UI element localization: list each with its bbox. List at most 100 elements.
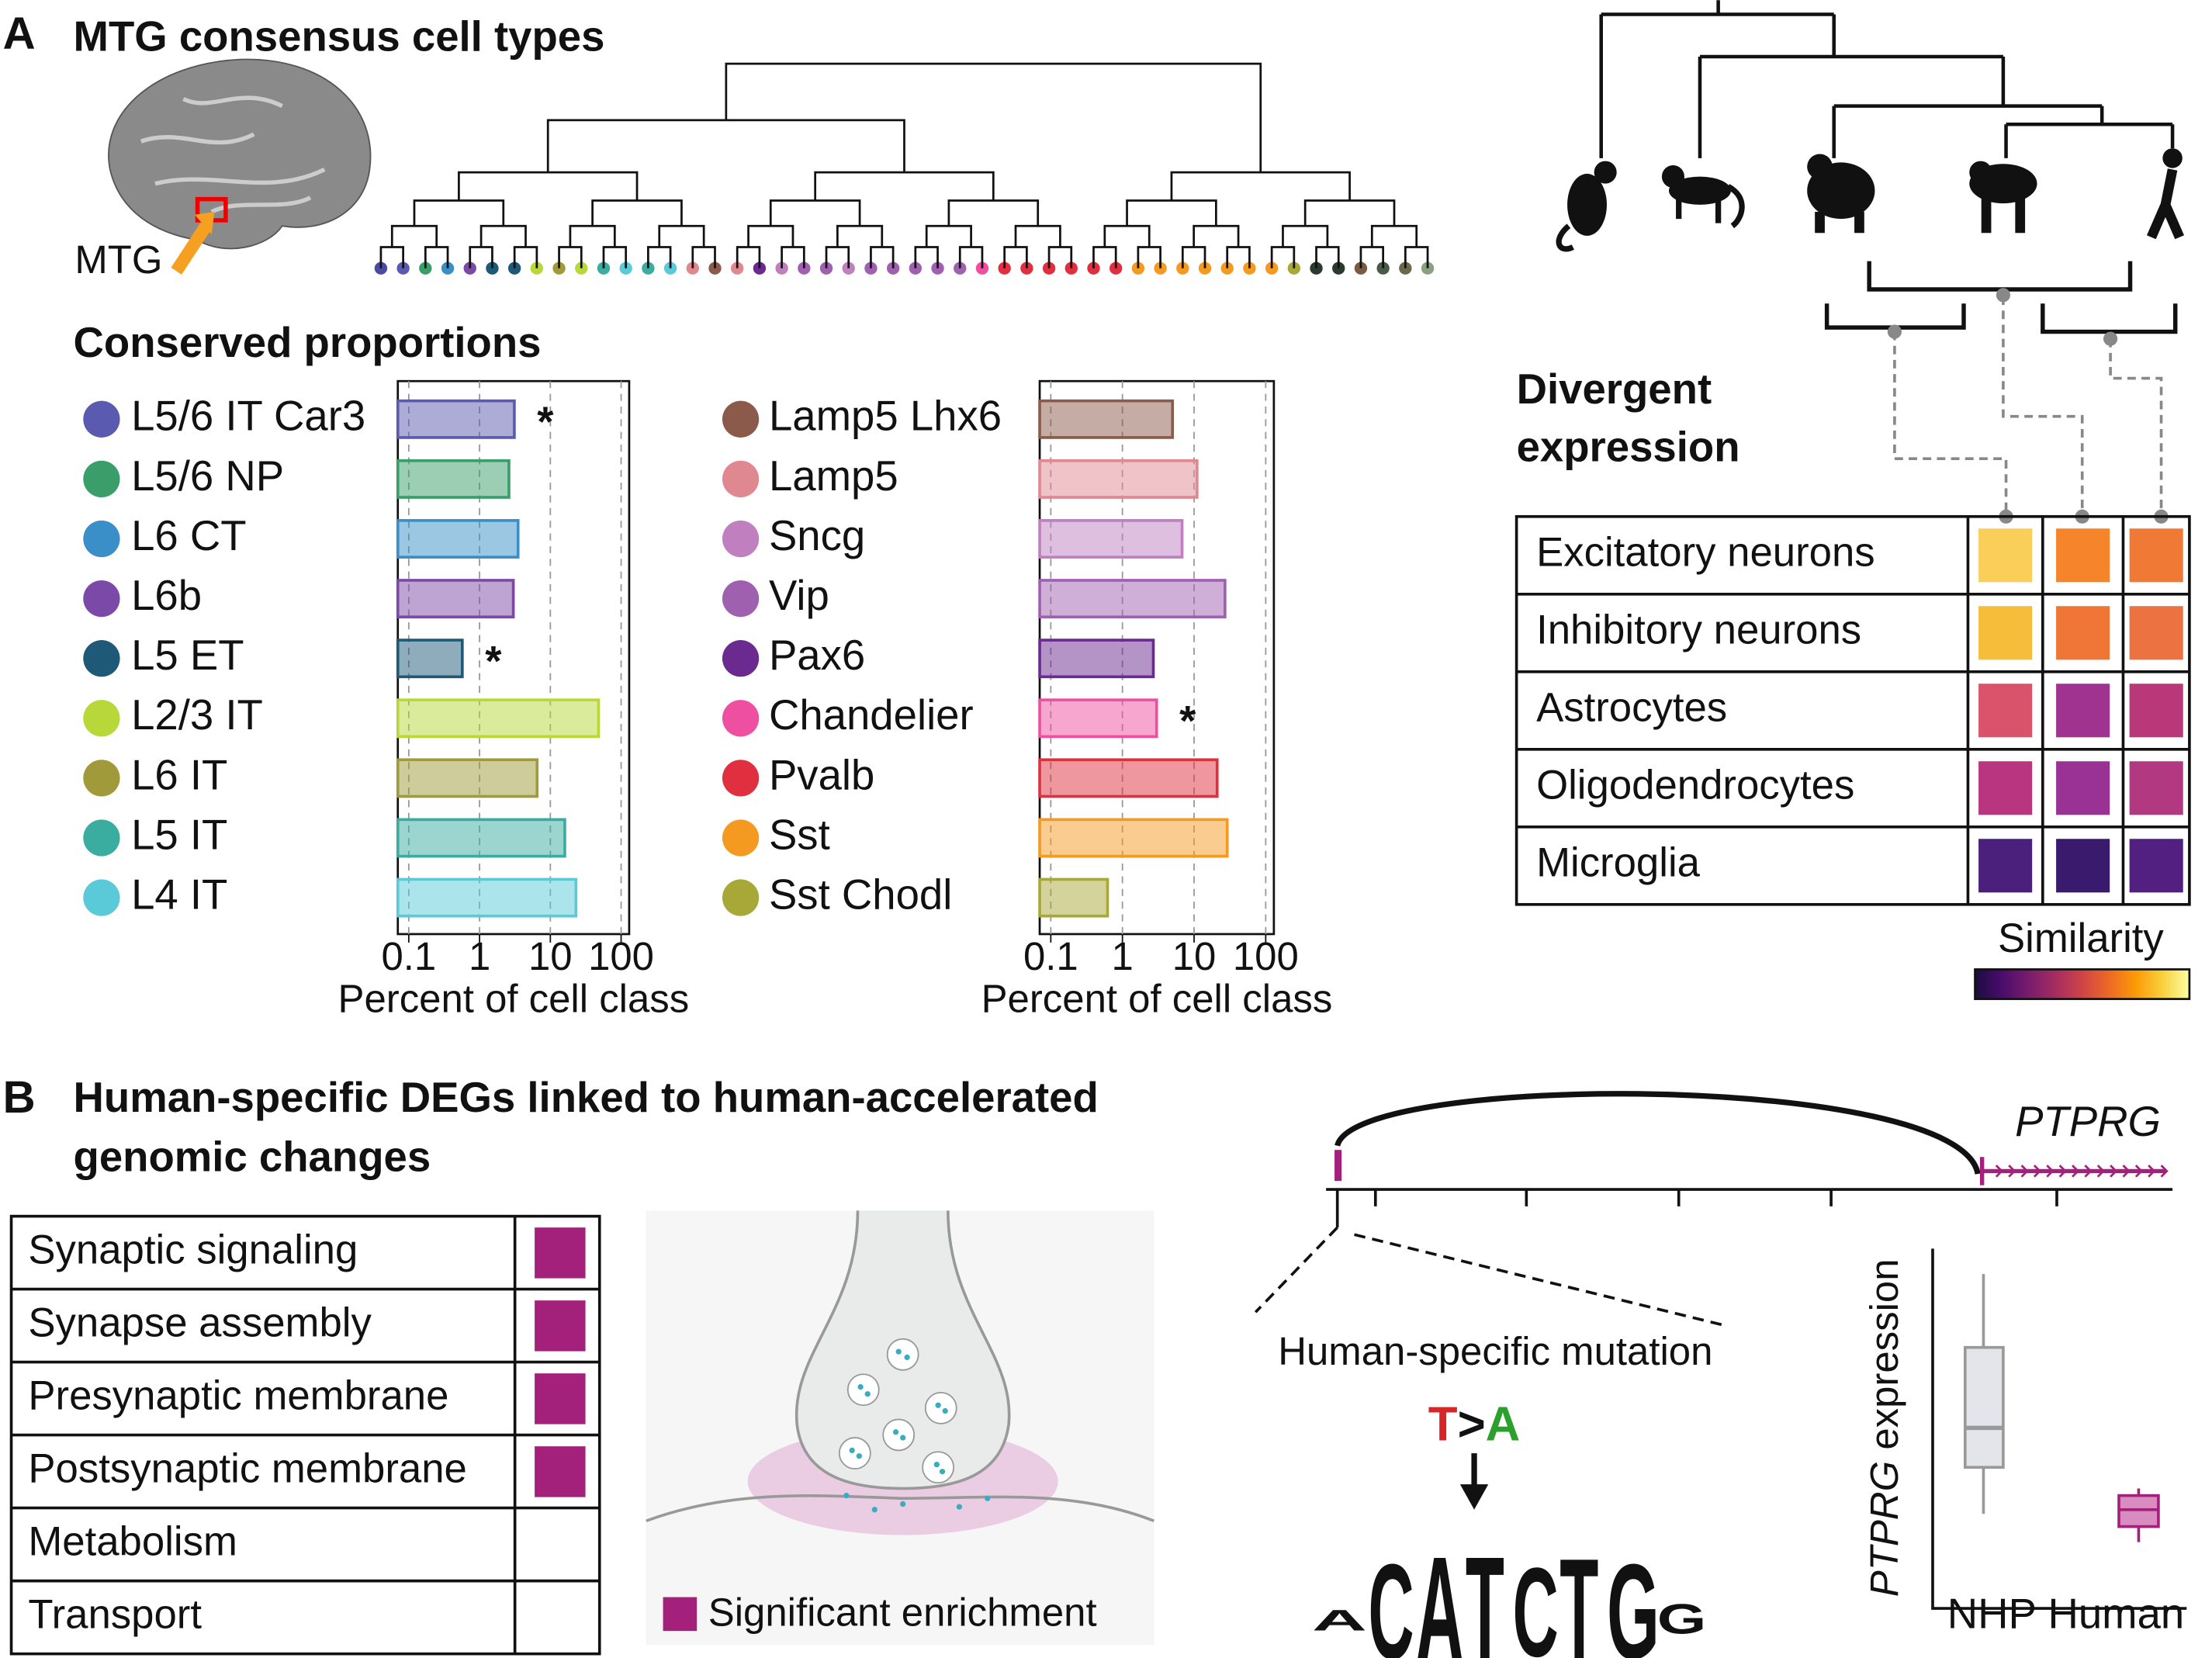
gene-chevron <box>1995 1165 2004 1178</box>
legend-swatch <box>663 1597 698 1632</box>
heat-cell <box>2056 684 2110 738</box>
mutation: T>A <box>1428 1398 1521 1452</box>
legend-dot <box>722 760 760 797</box>
bar <box>1038 639 1155 679</box>
x-tick-label: 1 <box>1112 934 1134 978</box>
boxplot <box>1931 1248 2187 1610</box>
gene-label: PTPRG <box>2015 1098 2161 1145</box>
term-label: Metabolism <box>28 1519 237 1565</box>
category-label: Pvalb <box>769 751 874 798</box>
heat-cell <box>2056 761 2110 815</box>
bar <box>1038 579 1227 619</box>
motif-letter: C <box>1513 1542 1559 1658</box>
bar <box>396 758 539 798</box>
brain-label: MTG <box>74 237 162 282</box>
branch <box>725 62 1262 173</box>
primate-tree <box>1599 0 2175 158</box>
x-tick-label: NHP <box>1947 1590 2037 1637</box>
dendrogram <box>374 62 1435 275</box>
branch <box>747 224 794 247</box>
category-label: Sncg <box>769 512 865 559</box>
mutation-part: A <box>1486 1398 1521 1452</box>
gene-body <box>1979 1157 2169 1186</box>
axis-label-gene: PTPRG <box>1862 1461 1906 1597</box>
branch <box>836 224 884 247</box>
panel-label: A <box>3 9 36 59</box>
branch <box>546 119 905 173</box>
gene-chevron <box>2110 1165 2118 1178</box>
category-label: Lamp5 <box>769 452 898 500</box>
bar <box>396 399 516 439</box>
branch <box>814 171 995 201</box>
motif-letter: C <box>1368 1536 1414 1658</box>
synapse <box>646 1210 1154 1646</box>
branch <box>390 224 438 247</box>
annotation: * <box>537 398 554 445</box>
mutation-label: Human-specific mutation <box>1278 1329 1712 1373</box>
gene-line <box>1979 1157 2165 1186</box>
category-label: L5/6 NP <box>131 452 284 500</box>
mutation-part: T <box>1428 1398 1458 1452</box>
motif-letter: A <box>1312 1604 1367 1637</box>
branch <box>1014 224 1061 247</box>
branch <box>1370 224 1418 247</box>
term-label: Presynaptic membrane <box>28 1373 448 1419</box>
gene-chevron <box>2122 1165 2131 1178</box>
motif-letter: A <box>1415 1525 1464 1658</box>
y-axis-label: PTPRG expression <box>1862 1258 1906 1597</box>
section-title: Divergent expression <box>1517 365 1740 471</box>
gene-chevron <box>2008 1165 2016 1178</box>
bar <box>1038 758 1219 798</box>
gene-chevron <box>2160 1165 2169 1178</box>
mutation-arrow <box>1459 1453 1489 1510</box>
category-label: Sst Chodl <box>769 871 952 918</box>
branch <box>569 224 616 247</box>
branch <box>1282 224 1329 247</box>
legend-dot <box>83 700 120 737</box>
legend-dot <box>83 580 120 618</box>
legend-dot <box>83 400 120 438</box>
row-label: Astrocytes <box>1536 685 1727 731</box>
colorbar <box>1974 968 2191 1000</box>
category-label: L5/6 IT Car3 <box>131 393 365 440</box>
legend-dot <box>722 520 760 558</box>
branch <box>413 199 505 227</box>
branch <box>925 224 972 247</box>
branch <box>1103 224 1151 247</box>
legend-dot <box>83 520 120 558</box>
enrichment-mark <box>535 1373 586 1424</box>
branch <box>1126 199 1217 227</box>
category-label: L6 IT <box>131 751 227 798</box>
term-label: Transport <box>28 1592 202 1638</box>
bar <box>396 459 511 499</box>
mutation-site <box>1334 1150 1342 1182</box>
legend-dot <box>722 879 760 916</box>
bar <box>396 877 578 918</box>
enrichment-mark <box>535 1300 586 1352</box>
branch <box>1170 171 1351 201</box>
category-label: L4 IT <box>131 871 227 918</box>
legend-dot <box>83 640 120 677</box>
category-label: Vip <box>769 572 829 619</box>
gene-chevron <box>2020 1165 2029 1178</box>
branch <box>769 199 861 227</box>
legend-label: Significant enrichment <box>708 1591 1097 1635</box>
bar <box>396 579 515 619</box>
x-tick-label: 100 <box>588 934 654 978</box>
legend-dot <box>722 460 760 498</box>
enrichment-mark <box>535 1446 586 1497</box>
gene-chevron <box>2148 1165 2156 1178</box>
legend-dot <box>83 460 120 498</box>
bar <box>396 639 464 679</box>
heat-cell <box>2056 528 2110 583</box>
annotation: * <box>485 637 502 684</box>
motif-letter: T <box>1559 1528 1598 1658</box>
bar <box>1038 459 1199 499</box>
term-label: Postsynaptic membrane <box>28 1446 467 1492</box>
panel-title: Human-specific DEGs linked to human-acce… <box>74 1074 1099 1121</box>
legend-dot <box>722 400 760 438</box>
x-axis-label: Percent of cell class <box>338 977 689 1021</box>
gene-chevron <box>2058 1165 2067 1178</box>
